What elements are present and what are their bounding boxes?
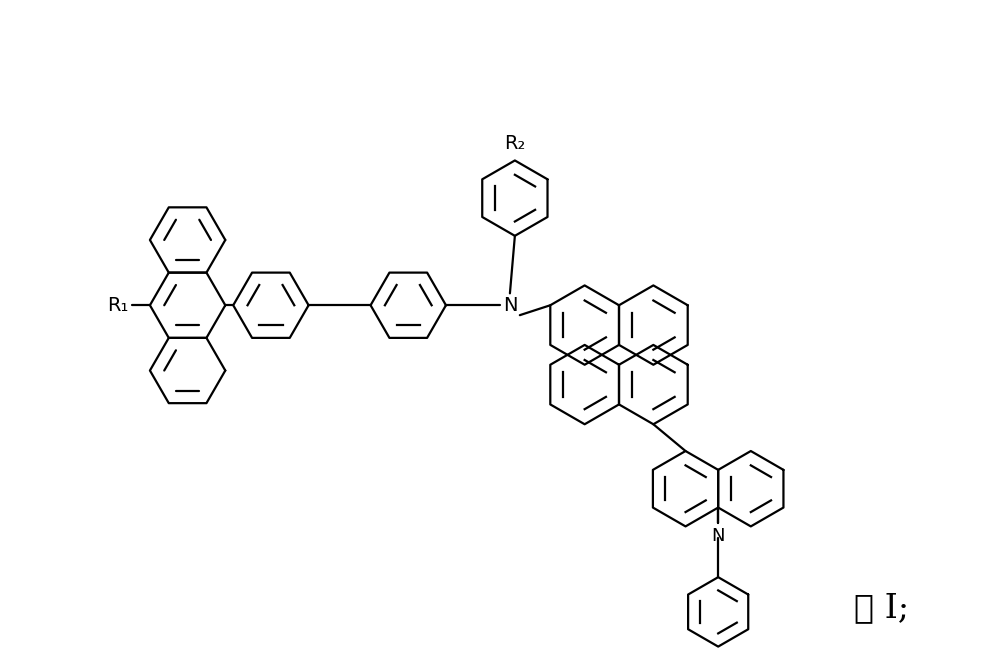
Text: N: N	[503, 295, 517, 315]
Text: R₁: R₁	[107, 295, 128, 315]
Text: 式 I;: 式 I;	[854, 592, 909, 624]
Text: N: N	[711, 527, 725, 545]
Text: R₂: R₂	[504, 133, 526, 153]
